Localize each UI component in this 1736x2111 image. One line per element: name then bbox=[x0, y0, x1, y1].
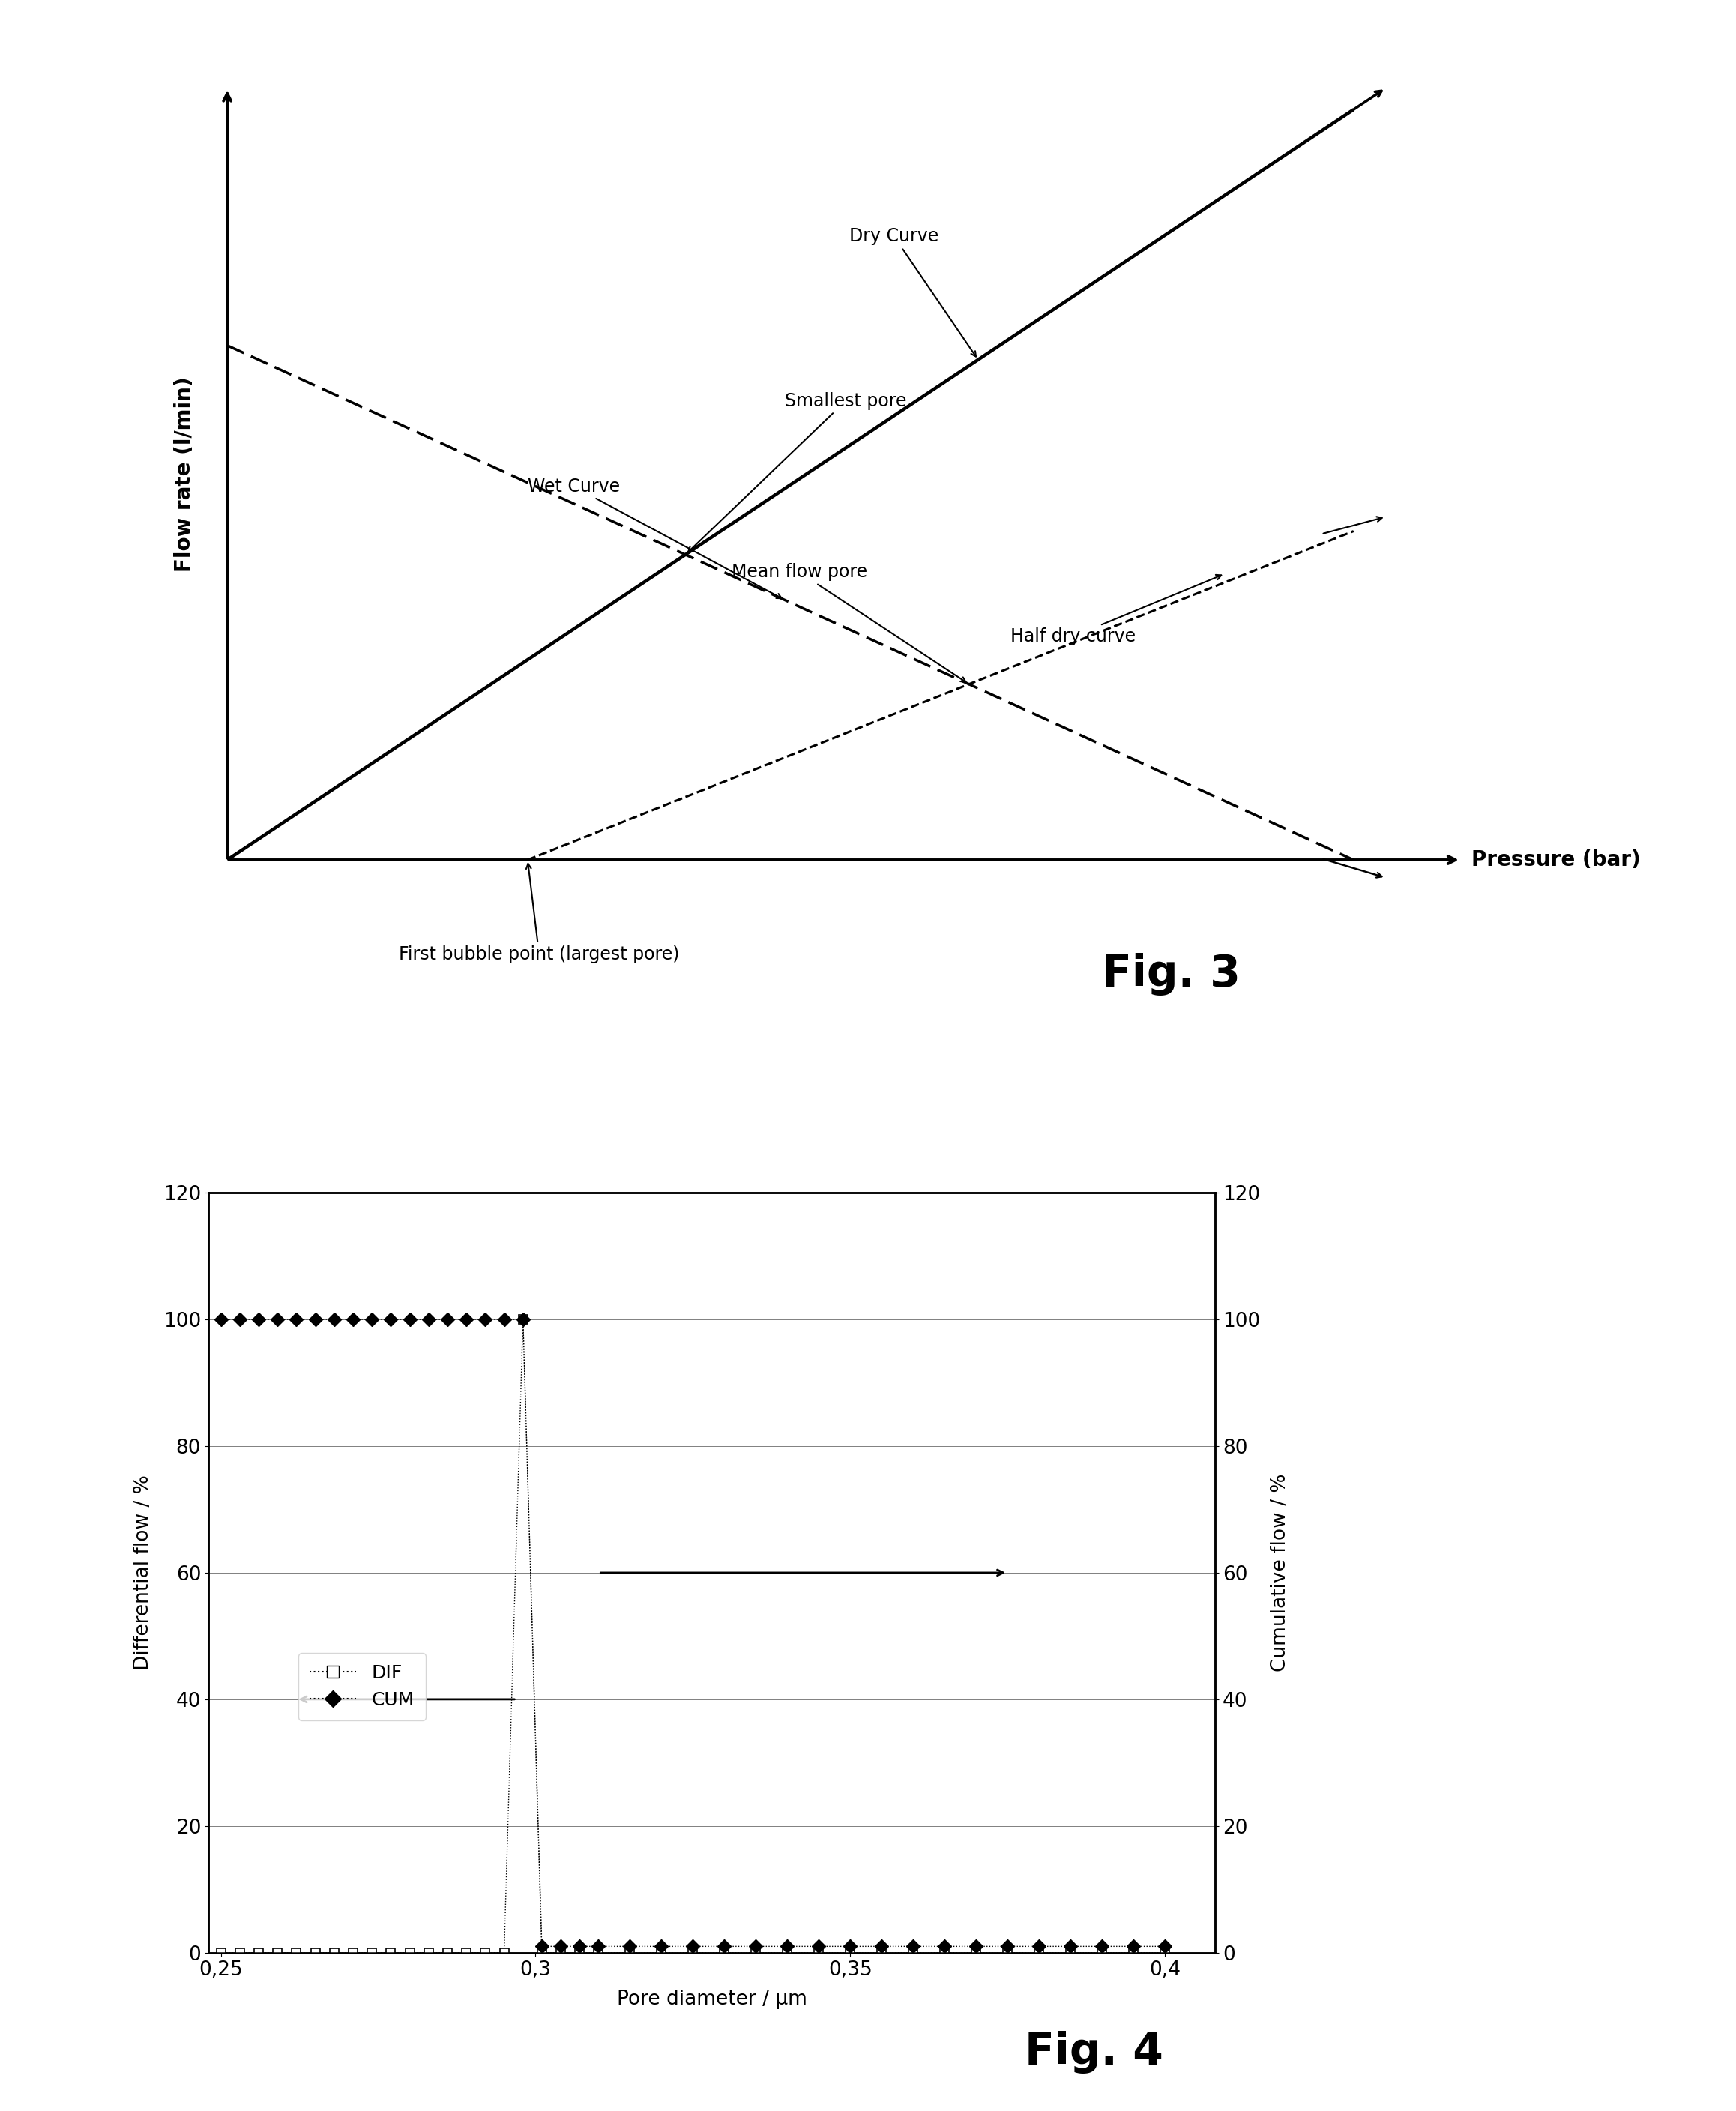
Text: Pressure (bar): Pressure (bar) bbox=[1472, 849, 1641, 870]
Legend: DIF, CUM: DIF, CUM bbox=[299, 1653, 425, 1720]
Y-axis label: Differential flow / %: Differential flow / % bbox=[134, 1476, 153, 1670]
Text: Mean flow pore: Mean flow pore bbox=[731, 564, 965, 682]
Text: Smallest pore: Smallest pore bbox=[687, 393, 906, 551]
X-axis label: Pore diameter / μm: Pore diameter / μm bbox=[616, 1991, 807, 2010]
Text: Fig. 4: Fig. 4 bbox=[1024, 2031, 1163, 2073]
Text: Dry Curve: Dry Curve bbox=[849, 228, 976, 357]
Text: Half dry curve: Half dry curve bbox=[1010, 574, 1220, 646]
Y-axis label: Cumulative flow / %: Cumulative flow / % bbox=[1271, 1473, 1290, 1672]
Text: First bubble point (largest pore): First bubble point (largest pore) bbox=[399, 863, 679, 963]
Text: Fig. 3: Fig. 3 bbox=[1102, 952, 1241, 996]
Text: Flow rate (l/min): Flow rate (l/min) bbox=[174, 376, 194, 572]
Text: Wet Curve: Wet Curve bbox=[528, 477, 781, 597]
